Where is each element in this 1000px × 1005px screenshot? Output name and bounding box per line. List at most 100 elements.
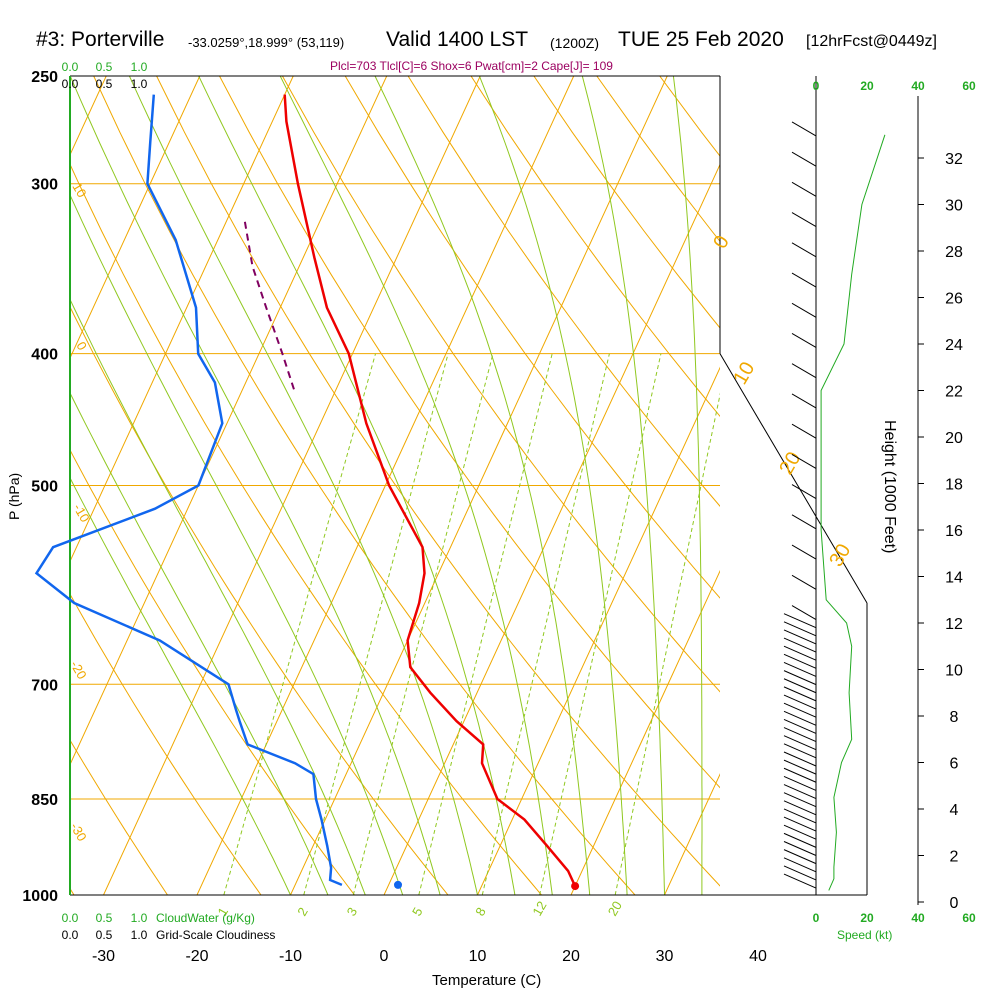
cloud-scale-top-green: 0.5 [96, 60, 113, 74]
y-axis-label: P (hPa) [6, 473, 22, 520]
wind-speed-profile [821, 135, 885, 891]
pressure-tick-label: 250 [31, 69, 58, 86]
wind-barb [784, 785, 816, 799]
wind-barb [784, 703, 816, 717]
height-tick-label: 6 [950, 756, 959, 773]
cloud-scale-top-black: 1.0 [131, 77, 148, 91]
speed-tick-bottom: 60 [962, 911, 976, 925]
pressure-tick-label: 300 [31, 177, 58, 194]
cloud-scale-bottom-black: 0.0 [62, 928, 79, 942]
station-title: #3: Porterville [36, 28, 164, 52]
height-tick-label: 16 [945, 523, 963, 540]
cloud-scale-top-green: 0.0 [62, 60, 79, 74]
wind-barb [792, 364, 816, 378]
temperature-line [285, 95, 575, 887]
height-tick-label: 24 [945, 337, 963, 354]
wind-barb [784, 736, 816, 750]
mixing-ratio-line [540, 354, 661, 895]
mixing-ratio-line [419, 354, 552, 895]
wind-barb [792, 545, 816, 559]
wind-barb [784, 638, 816, 652]
valid-utc: (1200Z) [550, 35, 599, 51]
speed-tick-bottom: 0 [813, 911, 820, 925]
isotherm-line [852, 76, 1000, 895]
wind-barb [784, 695, 816, 709]
wind-barb [792, 515, 816, 529]
wind-barb [784, 711, 816, 725]
height-tick-label: 28 [945, 244, 963, 261]
wind-barb [784, 671, 816, 685]
speed-tick-top: 40 [911, 79, 925, 93]
isotherm-label: 20 [775, 448, 805, 478]
wind-barb [784, 744, 816, 758]
forecast-info: [12hrFcst@0449z] [806, 33, 937, 51]
height-tick-label: 20 [945, 430, 963, 447]
temp-tick-label: 40 [749, 948, 767, 965]
wind-barb [784, 687, 816, 701]
x-axis-label: Temperature (C) [432, 972, 541, 989]
station-coords: -33.0259°,18.999° (53,119) [188, 35, 344, 50]
cloud-scale-bottom-green: 1.0 [131, 911, 148, 925]
wind-barb [784, 874, 816, 888]
speed-label: Speed (kt) [837, 928, 892, 942]
mixing-ratio-line [482, 354, 609, 895]
temp-tick-label: 10 [469, 948, 487, 965]
wind-barb [792, 152, 816, 166]
height-tick-label: 22 [945, 384, 963, 401]
temp-tick-label: 20 [562, 948, 580, 965]
wind-barb [784, 630, 816, 644]
wind-barb [784, 646, 816, 660]
wind-barb [784, 728, 816, 742]
grid-layer [0, 76, 1000, 895]
speed-tick-top: 20 [860, 79, 874, 93]
speed-tick-bottom: 20 [860, 911, 874, 925]
mixing-ratio-label: 3 [344, 905, 361, 919]
wind-barb [792, 273, 816, 287]
cloud-scale-bottom-green: 0.5 [96, 911, 113, 925]
dry-adiabat [974, 76, 1000, 895]
mixing-ratio-label: 2 [294, 905, 311, 919]
cloud-scale-bottom-black: 1.0 [131, 928, 148, 942]
wind-barb [784, 858, 816, 872]
dry-adiabat [848, 76, 1000, 895]
wind-barb [784, 801, 816, 815]
isotherm-label: 10 [69, 180, 89, 200]
wind-barb [784, 752, 816, 766]
speed-tick-bottom: 40 [911, 911, 925, 925]
wind-barb [792, 122, 816, 136]
wind-barb [792, 333, 816, 347]
valid-date: TUE 25 Feb 2020 [618, 28, 784, 52]
wind-barb [792, 575, 816, 589]
temp-tick-label: 0 [380, 948, 389, 965]
wind-barb [784, 833, 816, 847]
mixing-ratio-label: 12 [529, 898, 549, 918]
wind-barb [792, 213, 816, 227]
wind-barb [784, 850, 816, 864]
height-tick-label: 0 [950, 895, 959, 912]
wind-barb [784, 825, 816, 839]
speed-tick-top: 0 [813, 79, 820, 93]
wind-barb [792, 303, 816, 317]
isotherm-label: 10 [729, 358, 759, 388]
wind-barb [784, 614, 816, 628]
height-tick-label: 32 [945, 151, 963, 168]
isotherm-label: -10 [70, 501, 92, 525]
pressure-tick-label: 400 [31, 347, 58, 364]
pressure-tick-label: 850 [31, 792, 58, 809]
cloud-scale-bottom-black: 0.5 [96, 928, 113, 942]
cloud-scale-top-black: 0.0 [62, 77, 79, 91]
isotherm-label: 0 [709, 232, 734, 253]
mixing-ratio-label: 8 [472, 905, 489, 919]
height-tick-label: 4 [950, 802, 959, 819]
wind-barb [784, 866, 816, 880]
valid-time: Valid 1400 LST [386, 28, 528, 52]
height-tick-label: 14 [945, 570, 963, 587]
height-tick-label: 30 [945, 198, 963, 215]
surface-temperature-marker [571, 882, 579, 890]
isotherm-label: 0 [73, 339, 90, 353]
pressure-tick-label: 700 [31, 677, 58, 694]
wind-barb [784, 719, 816, 733]
cloudwater-label: CloudWater (g/Kg) [156, 911, 255, 925]
